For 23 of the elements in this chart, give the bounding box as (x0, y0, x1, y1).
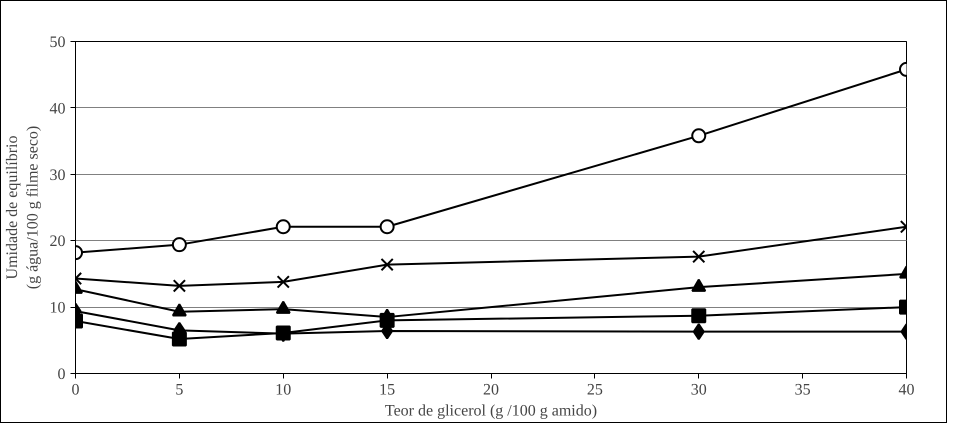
y-axis-title: Umidade de equilíbrio (g água/100 g filme seco) (4, 126, 42, 290)
x-tick-label: 5 (175, 382, 184, 398)
y-tick-label: 40 (50, 100, 66, 118)
x-tick-label: 20 (483, 382, 499, 398)
x-tick-label: 40 (898, 382, 914, 398)
y-tick-label: 20 (50, 233, 66, 250)
x-axis-title: Teor de glicerol (g /100 g amido) (384, 402, 598, 420)
point (172, 279, 186, 293)
y-tick-label: 30 (50, 166, 66, 184)
x-tick-label: 30 (690, 382, 707, 398)
y-tick-label: 10 (50, 300, 66, 317)
point (380, 258, 394, 272)
y-tick-label: 50 (50, 34, 66, 51)
y-tick-label: 0 (58, 366, 66, 383)
point (380, 219, 395, 234)
x-tick-label: 25 (586, 382, 603, 398)
x-tick-label: 10 (275, 382, 292, 398)
point (276, 219, 291, 234)
x-tick-label: 0 (72, 382, 80, 398)
x-tick-label: 35 (794, 382, 811, 398)
x-tick-label: 15 (379, 382, 396, 398)
point (276, 275, 290, 289)
point (172, 237, 187, 252)
